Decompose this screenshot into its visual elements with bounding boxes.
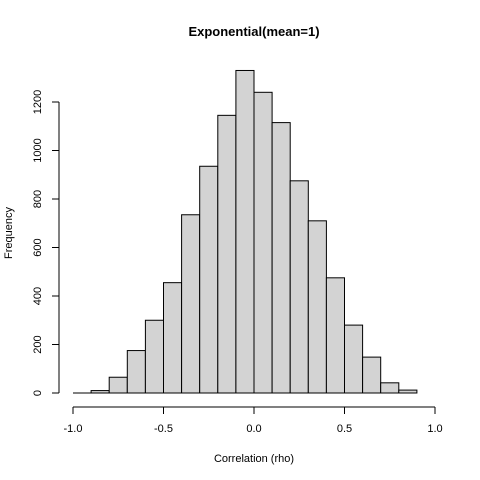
x-tick-label: -1.0	[64, 423, 83, 435]
histogram-bar	[126, 350, 146, 394]
histogram-bar	[181, 214, 201, 394]
x-axis-label: Correlation (rho)	[214, 453, 294, 465]
y-tick-label: 1000	[32, 138, 44, 162]
y-tick-label: 1200	[32, 90, 44, 114]
histogram-bar	[289, 180, 309, 394]
histogram-bar	[217, 114, 237, 394]
histogram-bar	[199, 165, 219, 394]
y-tick-label: 0	[32, 390, 44, 396]
y-axis: 0 200 400 600 800 1000 1200	[32, 90, 60, 396]
x-tick-label: -0.5	[154, 423, 173, 435]
x-tick-label: 0.0	[246, 423, 261, 435]
histogram-bar	[271, 122, 291, 394]
y-tick-label: 800	[32, 190, 44, 208]
y-tick-label: 200	[32, 335, 44, 353]
histogram-bar	[362, 356, 382, 394]
histogram-bar	[344, 324, 364, 394]
bar-group	[73, 69, 418, 394]
histogram-bar	[398, 389, 418, 394]
histogram-bar	[253, 91, 273, 394]
histogram-bar	[144, 319, 164, 394]
histogram-bar	[108, 376, 128, 394]
histogram-bar	[163, 282, 183, 394]
y-axis-label: Frequency	[3, 207, 15, 259]
histogram-bar	[90, 390, 110, 394]
chart-title: Exponential(mean=1)	[188, 24, 319, 39]
histogram-bar	[380, 382, 400, 394]
histogram-bar	[307, 220, 327, 394]
y-tick-label: 400	[32, 287, 44, 305]
y-tick-label: 600	[32, 238, 44, 256]
x-tick-label: 0.5	[337, 423, 352, 435]
histogram-bar	[325, 277, 345, 394]
histogram-bar	[235, 69, 255, 394]
x-axis: -1.0 -0.5 0.0 0.5 1.0	[64, 406, 443, 435]
x-tick-label: 1.0	[427, 423, 442, 435]
